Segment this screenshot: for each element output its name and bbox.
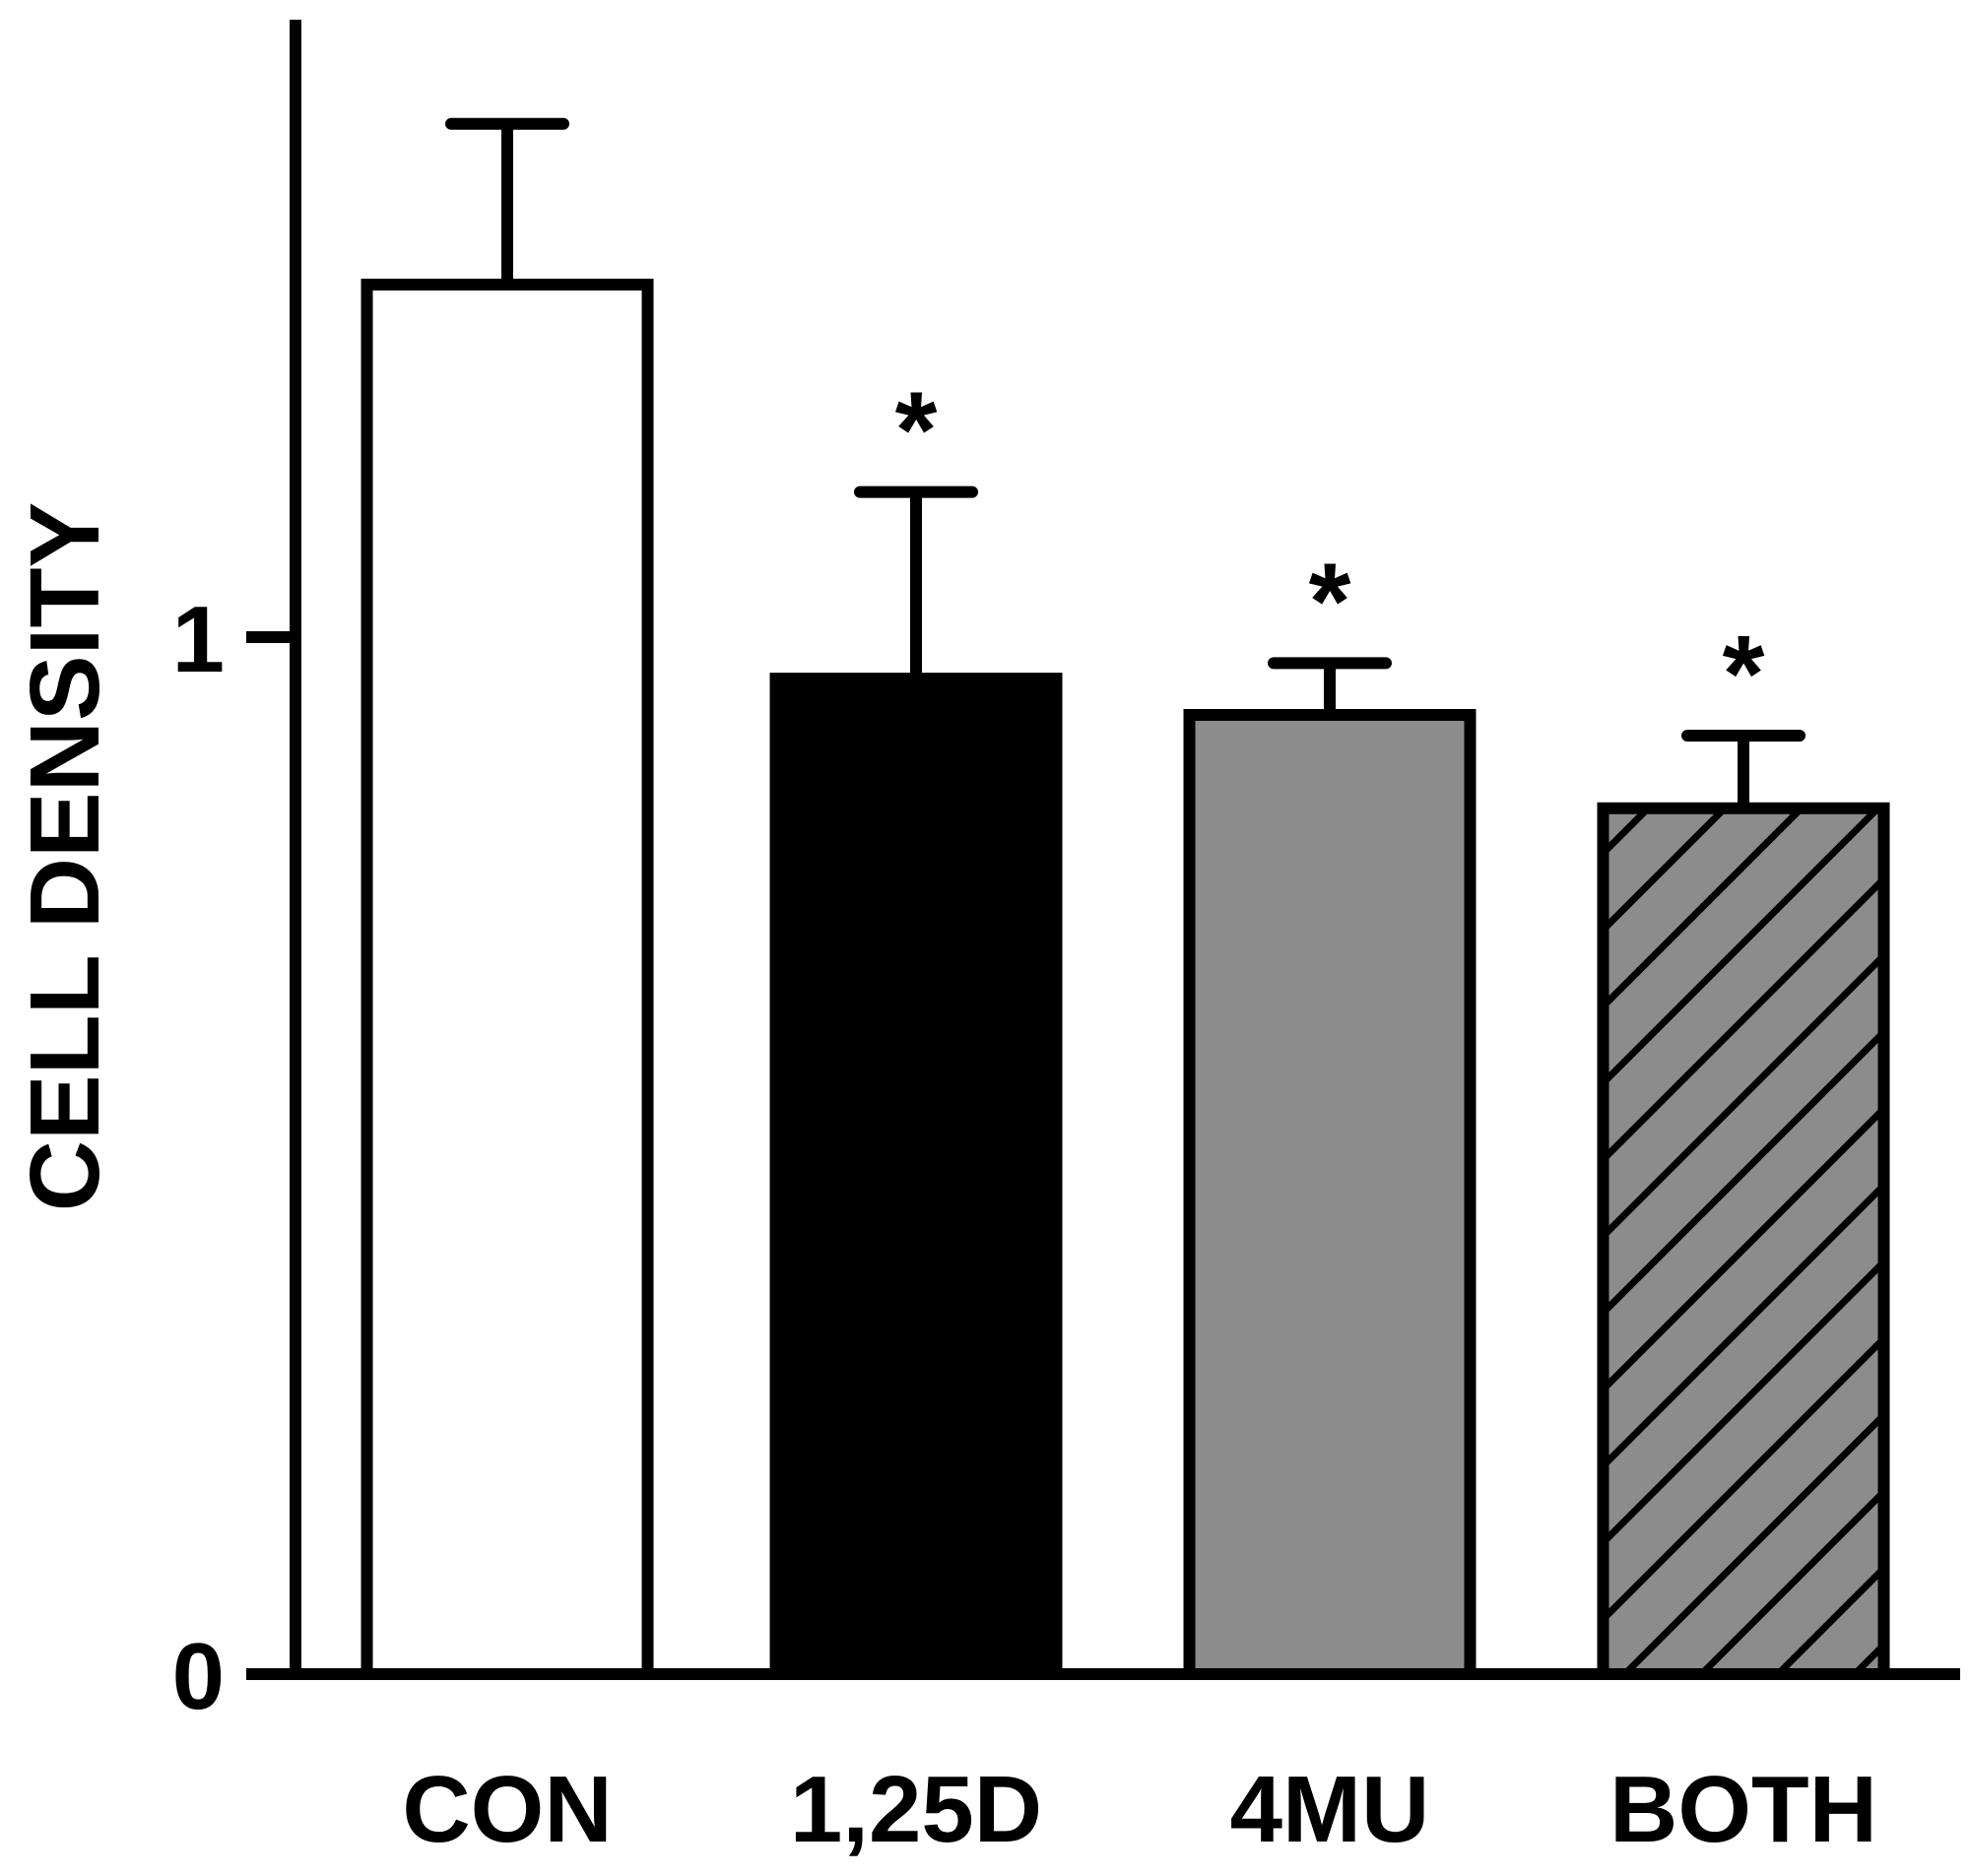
- x-tick-label: 1,25D: [790, 1757, 1042, 1862]
- x-tick-label: CON: [402, 1757, 612, 1862]
- axes-layer: [246, 20, 1960, 1680]
- bar-125d: [769, 673, 1063, 1680]
- y-tick-label: 1: [172, 587, 225, 692]
- x-tick-label: BOTH: [1609, 1757, 1877, 1862]
- bars-layer: [361, 117, 1890, 1681]
- bar-con: [361, 278, 654, 1681]
- bar-both: [1597, 802, 1890, 1680]
- significance-star: *: [895, 370, 938, 491]
- significance-star: *: [1309, 541, 1351, 662]
- labels-layer: CON * 1,25D * 4MU * BOTH 0 1 CELL DENSITY: [10, 370, 1877, 1862]
- y-tick-label: 0: [172, 1624, 225, 1729]
- y-axis-title: CELL DENSITY: [10, 502, 120, 1211]
- bar-4mu: [1183, 708, 1477, 1680]
- x-tick-label: 4MU: [1230, 1757, 1430, 1862]
- significance-star: *: [1723, 614, 1765, 735]
